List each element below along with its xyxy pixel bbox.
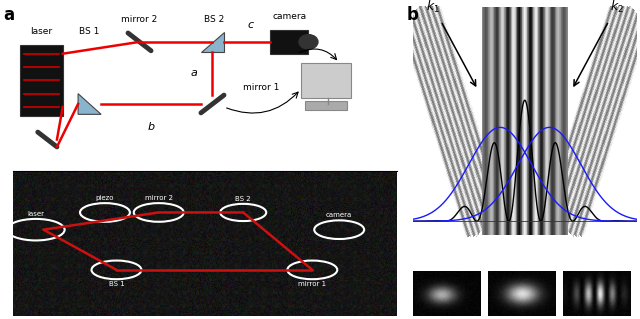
Text: c: c: [248, 20, 254, 30]
Bar: [305, 101, 347, 110]
Text: a: a: [3, 6, 14, 24]
Text: b: b: [406, 6, 419, 24]
Text: mirror 1: mirror 1: [298, 281, 326, 287]
Text: BS 2: BS 2: [236, 196, 251, 202]
Text: $\vec{k}_2$: $\vec{k}_2$: [610, 0, 623, 15]
Circle shape: [299, 34, 318, 49]
Text: mirror 2: mirror 2: [145, 195, 173, 201]
Bar: [301, 63, 351, 98]
Text: a: a: [190, 68, 197, 78]
Text: $\vec{k}_1$: $\vec{k}_1$: [426, 0, 440, 15]
Text: piezo: piezo: [96, 195, 114, 201]
Text: camera: camera: [272, 12, 307, 21]
Polygon shape: [201, 32, 224, 52]
Text: b: b: [147, 122, 155, 132]
Text: BS 2: BS 2: [204, 15, 225, 24]
Text: BS 1: BS 1: [79, 27, 100, 36]
Polygon shape: [78, 94, 101, 114]
Text: BS 1: BS 1: [109, 281, 124, 287]
Text: camera: camera: [326, 212, 353, 218]
Bar: [20, 45, 63, 116]
Bar: [270, 30, 308, 54]
Text: laser: laser: [31, 27, 52, 36]
Text: mirror 2: mirror 2: [122, 15, 157, 24]
Text: laser: laser: [28, 211, 44, 217]
Text: mirror 1: mirror 1: [243, 83, 280, 92]
